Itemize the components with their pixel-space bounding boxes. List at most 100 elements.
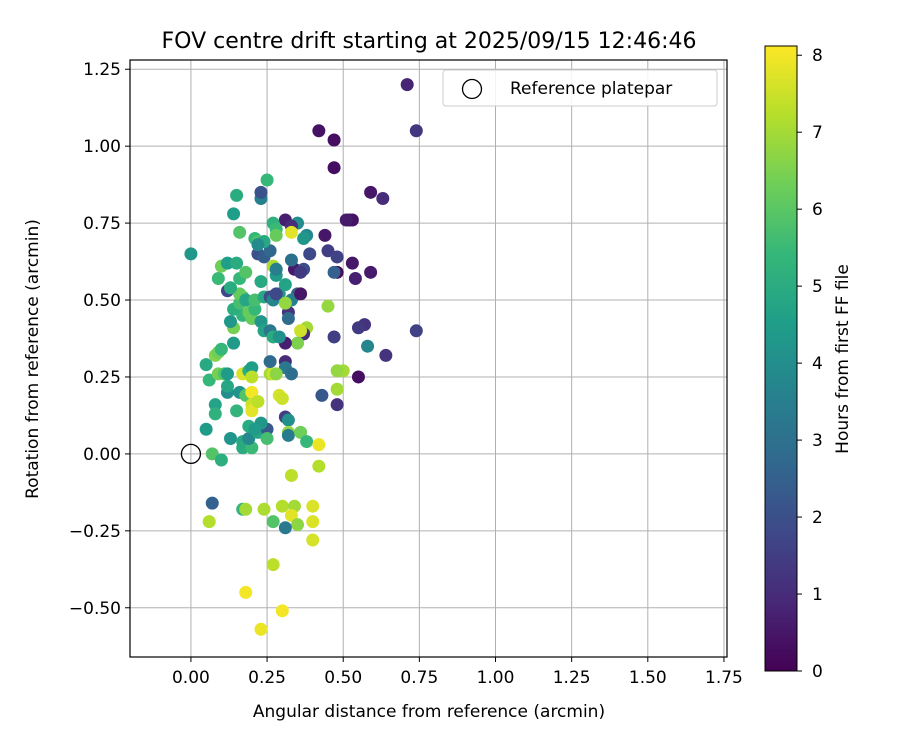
data-point — [254, 275, 268, 289]
data-point — [284, 367, 298, 381]
y-tick-label: 0.50 — [83, 291, 121, 311]
colorbar-tick-label: 6 — [812, 200, 823, 220]
data-point — [269, 262, 283, 276]
data-point — [364, 265, 378, 279]
colorbar-tick-label: 4 — [812, 354, 823, 374]
data-point — [266, 558, 280, 572]
data-point — [284, 508, 298, 522]
data-point — [245, 361, 259, 375]
data-point — [260, 173, 274, 187]
data-point — [257, 502, 271, 516]
data-point — [202, 373, 216, 387]
data-point — [220, 367, 234, 381]
data-point — [242, 432, 256, 446]
data-point — [330, 364, 344, 378]
data-point — [239, 293, 253, 307]
colorbar-gradient — [764, 45, 798, 672]
x-tick-label: 1.50 — [629, 668, 667, 688]
data-point — [294, 425, 308, 439]
x-tick-label: 0.00 — [172, 668, 210, 688]
colorbar-label: Hours from first FF file — [833, 264, 853, 454]
data-point — [251, 238, 265, 252]
y-tick-label: −0.25 — [69, 522, 121, 542]
data-point — [254, 185, 268, 199]
data-point — [227, 336, 241, 350]
data-point — [184, 247, 198, 261]
data-point — [284, 225, 298, 239]
data-point — [376, 191, 390, 205]
data-point — [284, 253, 298, 267]
data-point — [214, 453, 228, 467]
data-point — [208, 407, 222, 421]
data-point — [312, 459, 326, 473]
data-point — [379, 348, 393, 362]
colorbar-tick-label: 0 — [812, 662, 823, 682]
x-tick-label: 1.00 — [477, 668, 515, 688]
data-point — [300, 435, 314, 449]
data-point — [239, 502, 253, 516]
colorbar-tick-label: 5 — [812, 277, 823, 297]
data-point — [303, 247, 317, 261]
data-point — [330, 398, 344, 412]
data-point — [260, 432, 274, 446]
data-point — [278, 296, 292, 310]
x-axis-label: Angular distance from reference (arcmin) — [253, 702, 605, 722]
data-point — [227, 207, 241, 221]
colorbar-tick-label: 7 — [812, 123, 823, 143]
legend-label-reference: Reference platepar — [510, 79, 672, 99]
data-points — [180, 78, 423, 636]
data-point — [351, 370, 365, 384]
data-point — [251, 395, 265, 409]
data-point — [254, 622, 268, 636]
data-point — [339, 213, 353, 227]
data-point — [281, 311, 295, 325]
data-point — [330, 250, 344, 264]
data-point — [230, 256, 244, 270]
data-point — [275, 604, 289, 618]
data-point — [294, 324, 308, 338]
data-point — [275, 499, 289, 513]
data-point — [278, 278, 292, 292]
y-axis-ticks: −0.50 −0.25 0.00 0.25 0.50 0.75 1.00 1.25 — [69, 60, 130, 619]
x-tick-label: 1.25 — [553, 668, 591, 688]
data-point — [245, 404, 259, 418]
data-point — [205, 496, 219, 510]
data-point — [269, 228, 283, 242]
data-point — [233, 225, 247, 239]
y-tick-label: 1.00 — [83, 137, 121, 157]
y-tick-label: −0.50 — [69, 599, 121, 619]
data-point — [281, 428, 295, 442]
data-point — [239, 265, 253, 279]
data-point — [208, 398, 222, 412]
data-point — [327, 161, 341, 175]
data-point — [245, 385, 259, 399]
y-tick-label: 0.25 — [83, 368, 121, 388]
data-point — [248, 302, 262, 316]
data-point — [266, 515, 280, 529]
data-point — [211, 271, 225, 285]
x-tick-label: 1.75 — [705, 668, 743, 688]
plot-frame — [129, 59, 728, 658]
data-point — [263, 244, 277, 258]
data-point — [348, 271, 362, 285]
x-tick-label: 0.50 — [324, 668, 362, 688]
data-point — [345, 256, 359, 270]
data-point — [321, 299, 335, 313]
data-point — [269, 287, 283, 301]
data-point — [263, 355, 277, 369]
data-point — [312, 438, 326, 452]
colorbar-tick-label: 3 — [812, 431, 823, 451]
data-point — [272, 330, 286, 344]
data-point — [361, 339, 375, 353]
data-point — [364, 185, 378, 199]
data-point — [224, 432, 238, 446]
data-point — [220, 256, 234, 270]
data-point — [327, 330, 341, 344]
data-point — [294, 287, 308, 301]
data-point — [248, 422, 262, 436]
y-tick-label: 0.75 — [83, 214, 121, 234]
data-point — [205, 447, 219, 461]
data-point — [202, 515, 216, 529]
data-point — [409, 324, 423, 338]
data-point — [224, 281, 238, 295]
